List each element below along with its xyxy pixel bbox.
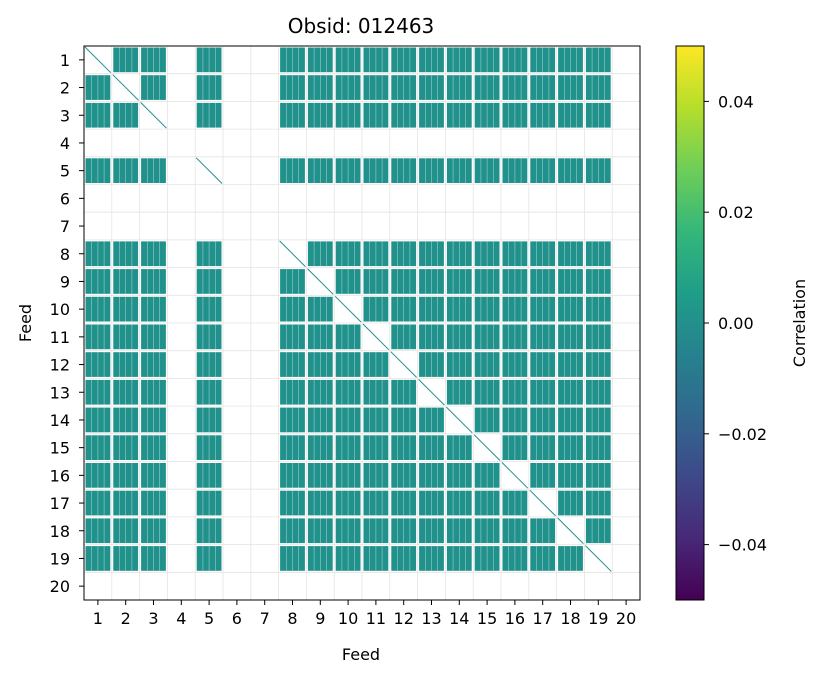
x-axis-ticks: 1 2 3 4 5 6 7 8 9 10 11 12 13 14 15 16 17 18 19 20 bbox=[93, 600, 636, 628]
diagonal-cell-feed-17 bbox=[529, 489, 556, 517]
x-tick-label: 8 bbox=[287, 609, 297, 628]
x-tick-label: 12 bbox=[394, 609, 414, 628]
diagonal-cell-feed-13 bbox=[418, 379, 445, 406]
grid-lines bbox=[84, 46, 640, 600]
diagonal-cell-feed-2 bbox=[112, 74, 139, 101]
x-tick-label: 19 bbox=[588, 609, 608, 628]
x-tick-label: 7 bbox=[260, 609, 270, 628]
x-tick-label: 14 bbox=[449, 609, 469, 628]
x-tick-label: 2 bbox=[121, 609, 131, 628]
x-axis-label: Feed bbox=[342, 645, 380, 664]
x-tick-label: 16 bbox=[505, 609, 525, 628]
colorbar-tick-label: 0.00 bbox=[718, 314, 754, 333]
diagonal-cells bbox=[84, 46, 612, 572]
diagonal-cell-feed-5 bbox=[195, 157, 223, 184]
diagonal-cell-feed-3 bbox=[140, 102, 167, 129]
y-tick-label: 9 bbox=[60, 272, 70, 291]
diagonal-cell-feed-11 bbox=[362, 323, 390, 351]
x-tick-label: 3 bbox=[148, 609, 158, 628]
colorbar-label: Correlation bbox=[790, 279, 809, 367]
x-tick-label: 6 bbox=[232, 609, 242, 628]
x-tick-label: 1 bbox=[93, 609, 103, 628]
y-tick-label: 4 bbox=[60, 134, 70, 153]
diagonal-cell-feed-18 bbox=[557, 517, 584, 544]
y-tick-label: 18 bbox=[50, 522, 70, 541]
diagonal-cell-feed-14 bbox=[446, 406, 473, 434]
heatmap-cells bbox=[85, 47, 611, 571]
colorbar-tick-label: 0.04 bbox=[718, 92, 754, 111]
colorbar-ticks: 0.04 0.02 0.00 −0.02 −0.04 bbox=[704, 92, 767, 555]
x-tick-label: 18 bbox=[560, 609, 580, 628]
y-tick-label: 14 bbox=[50, 411, 70, 430]
y-tick-label: 6 bbox=[60, 189, 70, 208]
x-tick-label: 13 bbox=[421, 609, 441, 628]
x-tick-label: 17 bbox=[533, 609, 553, 628]
x-tick-label: 9 bbox=[315, 609, 325, 628]
diagonal-cell-feed-8 bbox=[279, 240, 306, 267]
y-tick-label: 13 bbox=[50, 383, 70, 402]
diagonal-cell-feed-16 bbox=[501, 462, 529, 489]
y-tick-label: 12 bbox=[50, 356, 70, 375]
y-tick-label: 7 bbox=[60, 217, 70, 236]
y-tick-label: 10 bbox=[50, 300, 70, 319]
colorbar-tick-label: −0.04 bbox=[718, 536, 767, 555]
colorbar-tick-label: −0.02 bbox=[718, 425, 767, 444]
x-tick-label: 20 bbox=[616, 609, 636, 628]
diagonal-cell-feed-10 bbox=[334, 295, 362, 323]
y-tick-label: 11 bbox=[50, 328, 70, 347]
y-tick-label: 2 bbox=[60, 79, 70, 98]
diagonal-cell-feed-19 bbox=[585, 545, 612, 572]
y-tick-label: 20 bbox=[50, 577, 70, 596]
y-tick-label: 8 bbox=[60, 245, 70, 264]
y-tick-label: 16 bbox=[50, 466, 70, 485]
y-tick-label: 15 bbox=[50, 439, 70, 458]
y-tick-label: 17 bbox=[50, 494, 70, 513]
y-axis-label: Feed bbox=[16, 304, 35, 342]
colorbar bbox=[675, 45, 705, 601]
diagonal-cell-feed-1 bbox=[84, 46, 112, 74]
x-tick-label: 5 bbox=[204, 609, 214, 628]
x-tick-label: 11 bbox=[366, 609, 386, 628]
chart-title: Obsid: 012463 bbox=[288, 14, 435, 38]
x-tick-label: 4 bbox=[176, 609, 186, 628]
x-tick-label: 10 bbox=[338, 609, 358, 628]
y-tick-label: 19 bbox=[50, 549, 70, 568]
diagonal-cell-feed-15 bbox=[473, 434, 501, 461]
y-tick-label: 3 bbox=[60, 106, 70, 125]
y-tick-label: 1 bbox=[60, 51, 70, 70]
colorbar-tick-label: 0.02 bbox=[718, 203, 754, 222]
diagonal-cell-feed-9 bbox=[307, 268, 334, 295]
y-tick-label: 5 bbox=[60, 162, 70, 181]
diagonal-cell-feed-12 bbox=[390, 351, 417, 378]
x-tick-label: 15 bbox=[477, 609, 497, 628]
plot-frame bbox=[83, 45, 641, 601]
